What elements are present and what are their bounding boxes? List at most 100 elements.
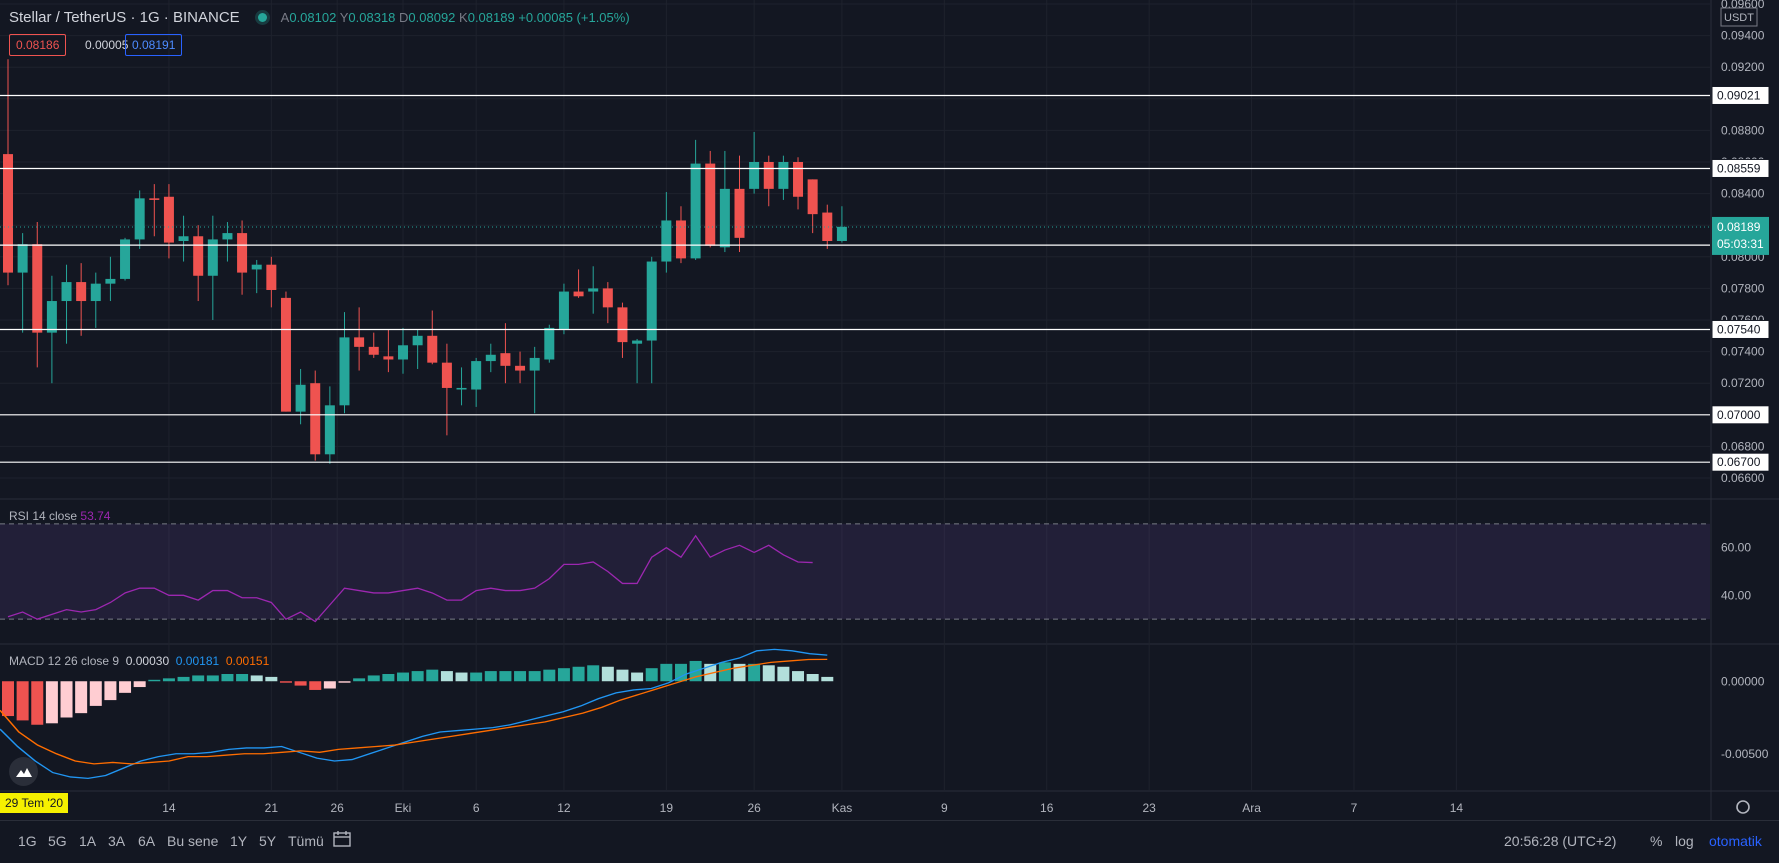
time-axis-tick: 21 — [265, 801, 279, 815]
macd-histogram-bar — [221, 674, 234, 682]
macd-histogram-bar — [777, 666, 790, 682]
level-label: 0.07540 — [1717, 322, 1761, 336]
candle-body — [310, 383, 321, 455]
range-all[interactable]: Tümü — [288, 833, 324, 849]
candle-body — [76, 282, 87, 302]
macd-histogram-bar — [470, 672, 483, 682]
candle-body — [734, 188, 745, 238]
candle-body — [778, 162, 789, 189]
macd-histogram-bar — [45, 681, 58, 724]
macd-histogram-bar — [543, 669, 556, 682]
macd-histogram-bar — [60, 681, 73, 718]
ohlc-values: A0.08102 Y0.08318 D0.08092 K0.08189 +0.0… — [280, 10, 630, 25]
time-axis-tick: 12 — [557, 801, 571, 815]
macd-histogram-bar — [236, 674, 249, 682]
symbol-title[interactable]: Stellar / TetherUS — [9, 9, 127, 26]
time-axis-tick: Kas — [832, 801, 853, 815]
time-axis-tick: 23 — [1142, 801, 1156, 815]
candle-body — [354, 337, 365, 347]
sell-price-button[interactable]: 0.08186 — [9, 34, 67, 56]
macd-histogram-bar — [762, 665, 775, 682]
candle-body — [471, 361, 482, 390]
buy-price-button[interactable]: 0.08191 — [125, 34, 183, 56]
market-open-icon — [257, 13, 267, 22]
candle-body — [207, 239, 218, 276]
candle-body — [280, 297, 291, 412]
log-toggle[interactable]: log — [1675, 833, 1694, 849]
rsi-line — [7, 534, 813, 623]
candle-body — [602, 288, 613, 308]
candle-body — [339, 337, 350, 406]
candle-body — [134, 198, 145, 240]
settings-gear-icon[interactable] — [1736, 800, 1750, 814]
macd-histogram-bar — [440, 671, 453, 682]
interval-label: 1G — [139, 9, 160, 26]
rsi-axis-tick: 40.00 — [1721, 588, 1751, 602]
candle-body — [485, 354, 496, 362]
candle-body — [120, 239, 131, 279]
candle-body — [163, 196, 174, 243]
rsi-legend[interactable]: RSI 14 close 53.74 — [9, 509, 111, 523]
range-1a[interactable]: 1A — [79, 833, 97, 849]
candle-body — [807, 179, 818, 215]
macd-histogram-bar — [792, 671, 805, 682]
date-range-icon[interactable] — [332, 830, 352, 851]
last-price-label: 0.08189 — [1717, 220, 1761, 234]
price-axis-tick: 0.06600 — [1721, 471, 1765, 485]
time-axis-tick: 14 — [162, 801, 176, 815]
level-label-box — [1711, 85, 1770, 105]
range-ytd[interactable]: Bu sene — [167, 833, 219, 849]
macd-axis-tick: 0.00000 — [1721, 674, 1765, 688]
time-axis-tick: 6 — [473, 801, 480, 815]
candle-body — [398, 345, 409, 360]
macd-histogram-bar — [323, 681, 336, 689]
level-label: 0.09021 — [1717, 88, 1761, 102]
range-1y[interactable]: 1Y — [230, 833, 248, 849]
macd-histogram-bar — [674, 663, 687, 682]
candle-body — [178, 236, 189, 241]
candle-body — [46, 301, 57, 333]
candle-body — [822, 212, 833, 241]
candle-body — [427, 335, 438, 363]
macd-histogram-bar — [2, 681, 14, 717]
percent-toggle[interactable]: % — [1650, 833, 1663, 849]
range-1g[interactable]: 1G — [18, 833, 37, 849]
candle-body — [500, 353, 511, 366]
tradingview-logo-icon[interactable] — [9, 757, 38, 786]
macd-histogram-bar — [338, 681, 351, 683]
macd-histogram-bar — [177, 676, 190, 682]
level-label-box — [1711, 405, 1770, 425]
macd-legend[interactable]: MACD 12 26 close 9 0.00030 0.00181 0.001… — [9, 654, 270, 668]
macd-histogram-bar — [192, 675, 205, 682]
price-axis-tick: 0.06800 — [1721, 439, 1765, 453]
candle-body — [412, 335, 423, 346]
macd-histogram-bar — [309, 681, 322, 690]
range-5g[interactable]: 5G — [48, 833, 67, 849]
level-label-box — [1711, 319, 1770, 339]
macd-histogram-bar — [367, 675, 380, 682]
level-label: 0.06700 — [1717, 455, 1761, 469]
candle-body — [90, 283, 101, 302]
candle-body — [661, 220, 672, 262]
range-5y[interactable]: 5Y — [259, 833, 277, 849]
price-axis-tick: 0.07200 — [1721, 376, 1765, 390]
candle-body — [836, 226, 847, 241]
candle-body — [675, 220, 686, 259]
range-6a[interactable]: 6A — [138, 833, 156, 849]
auto-scale-toggle[interactable]: otomatik — [1709, 833, 1762, 849]
candle-body — [222, 233, 233, 240]
candle-body — [3, 154, 13, 273]
clock-timezone[interactable]: 20:56:28 (UTC+2) — [1504, 833, 1617, 849]
chart-background — [0, 0, 1779, 820]
macd-histogram-bar — [484, 671, 497, 682]
rsi-band-fill — [0, 523, 1710, 620]
range-3a[interactable]: 3A — [108, 833, 126, 849]
macd-histogram-bar — [645, 668, 658, 682]
candle-body — [237, 233, 248, 273]
time-axis-tick: Ara — [1242, 801, 1261, 815]
level-label: 0.08559 — [1717, 161, 1761, 175]
macd-histogram-bar — [104, 681, 117, 701]
price-axis-tick: 0.09600 — [1721, 0, 1765, 11]
macd-histogram-bar — [704, 663, 717, 682]
